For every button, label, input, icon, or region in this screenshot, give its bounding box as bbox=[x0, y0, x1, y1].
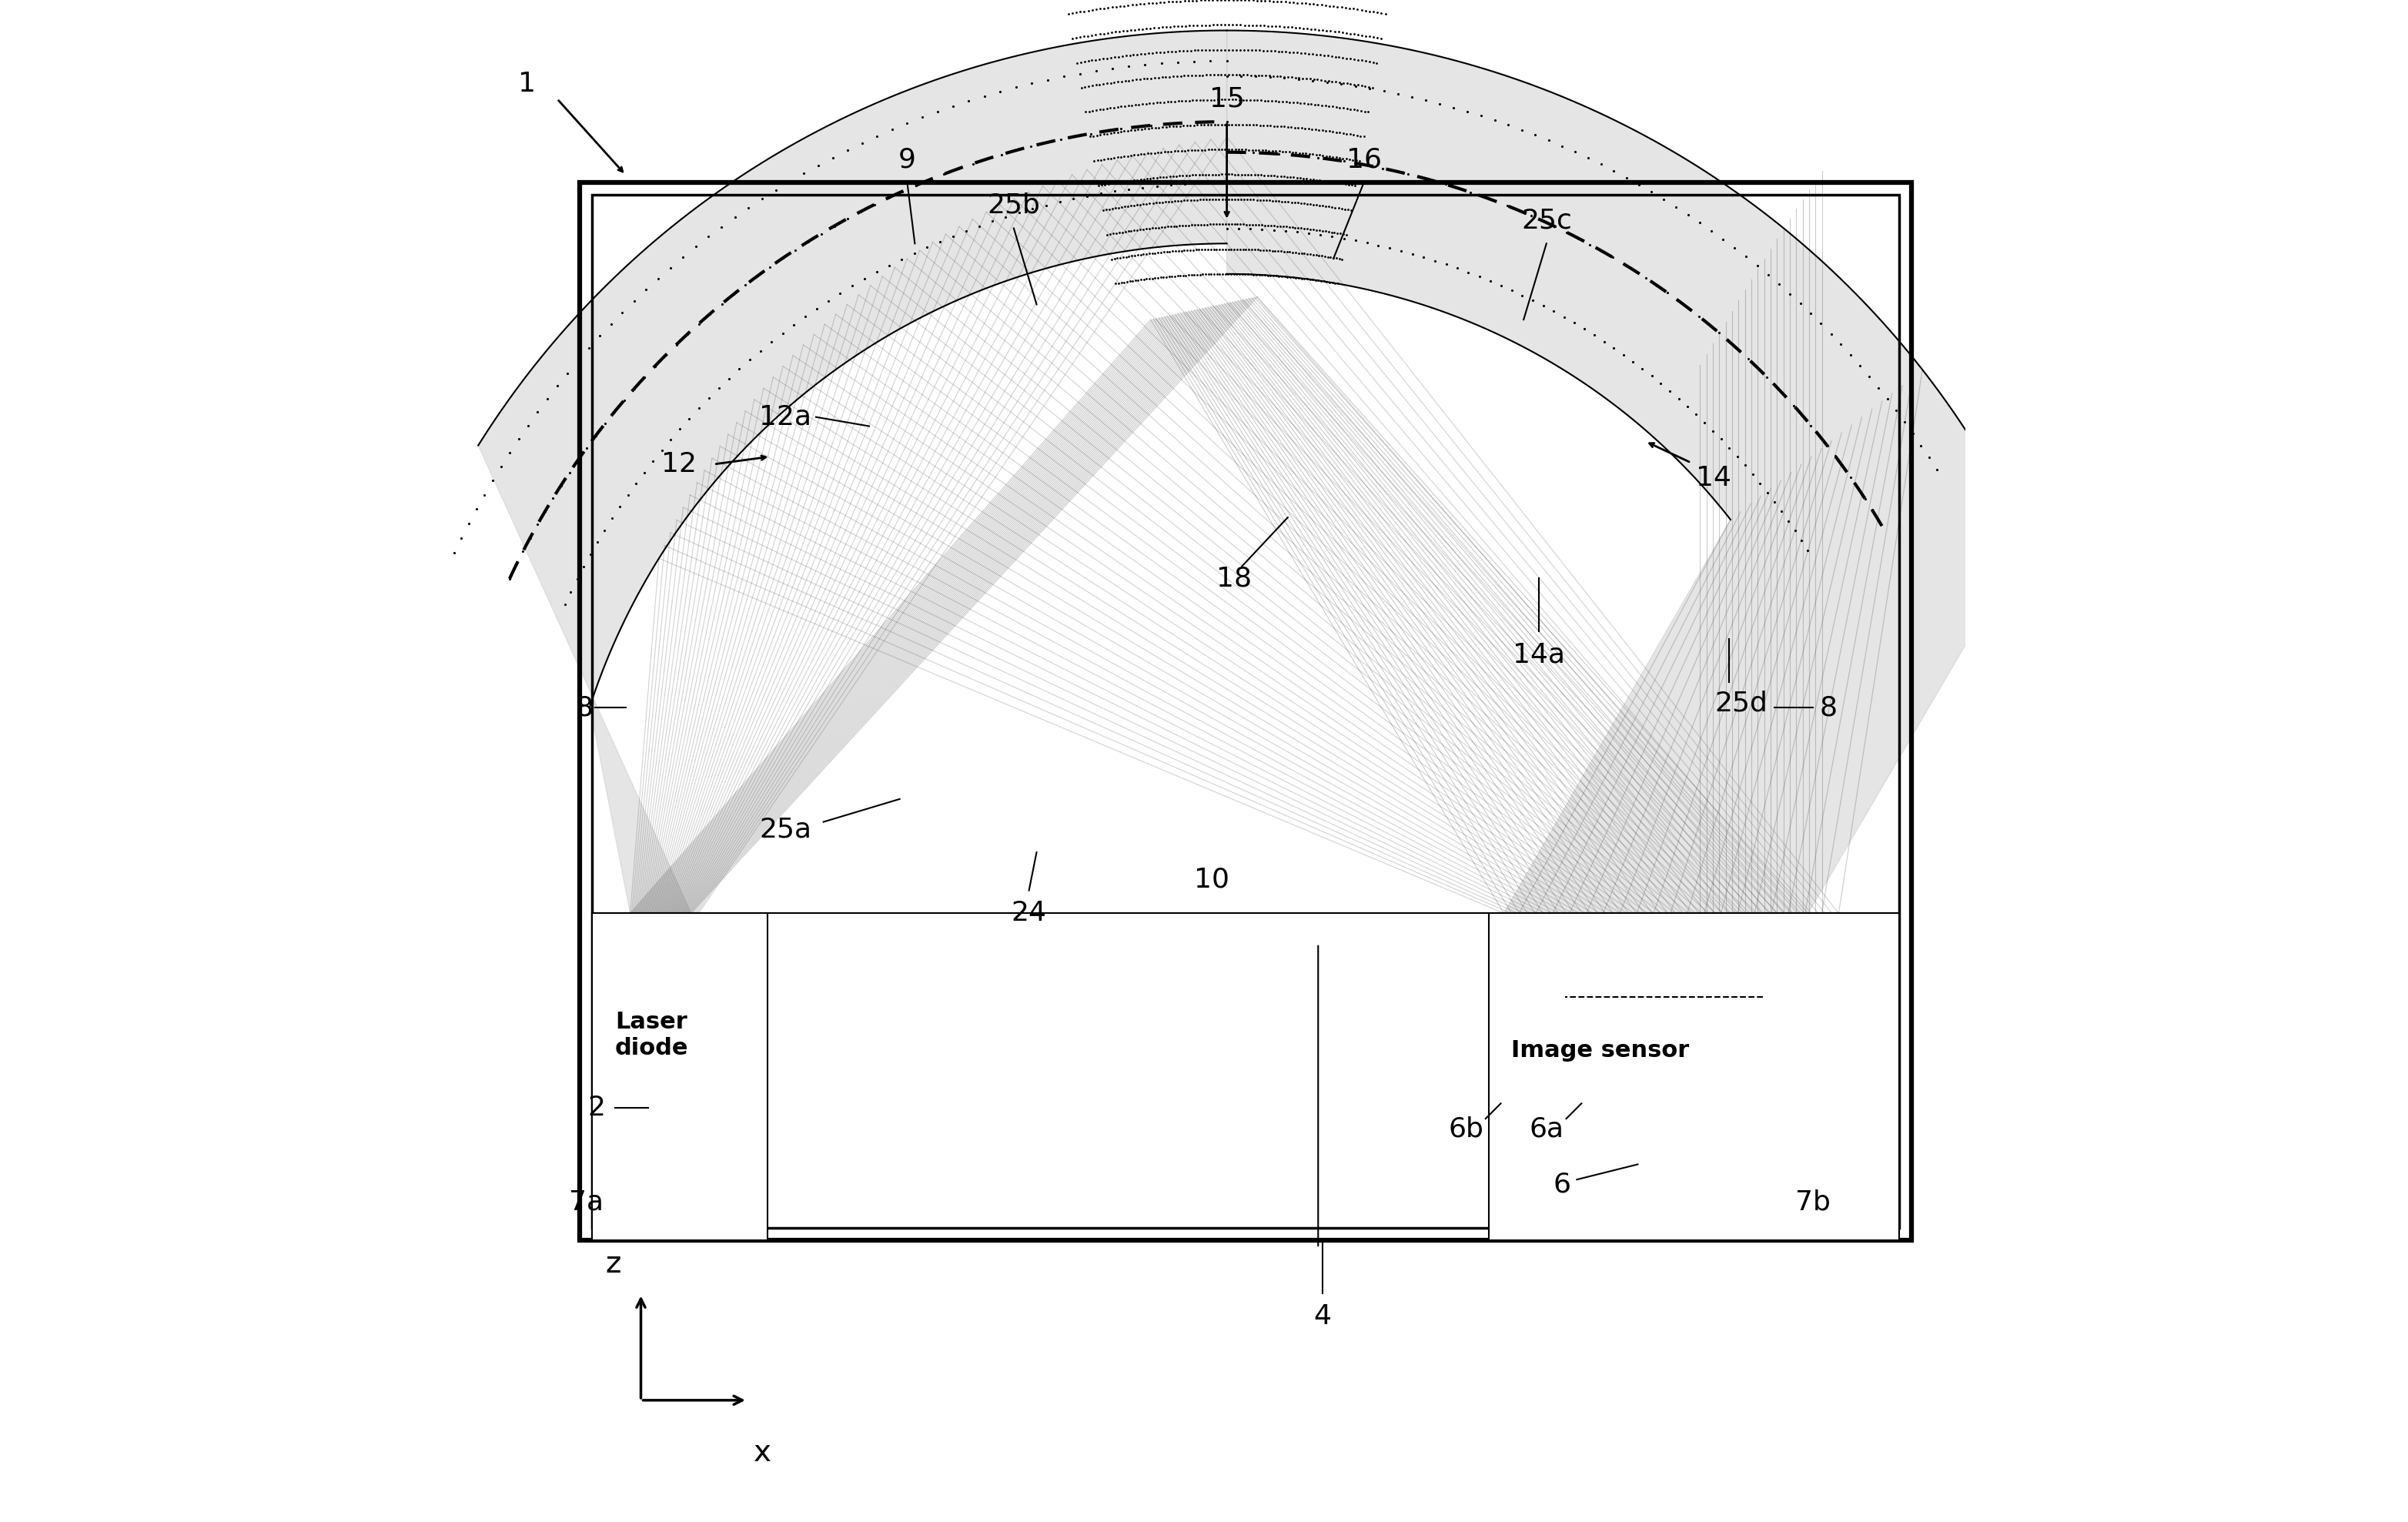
Text: Laser
diode: Laser diode bbox=[614, 1011, 689, 1059]
Text: 25a: 25a bbox=[759, 816, 811, 843]
Text: 10: 10 bbox=[1194, 866, 1230, 893]
Text: 25d: 25d bbox=[1714, 689, 1767, 717]
Text: 8: 8 bbox=[576, 694, 592, 721]
Text: 14a: 14a bbox=[1512, 641, 1565, 668]
Text: 9: 9 bbox=[898, 146, 915, 174]
Text: 6b: 6b bbox=[1447, 1116, 1483, 1143]
Text: z: z bbox=[607, 1250, 621, 1278]
Text: x: x bbox=[754, 1438, 771, 1467]
Text: 15: 15 bbox=[1209, 85, 1245, 113]
Text: 6a: 6a bbox=[1529, 1116, 1563, 1143]
Bar bbox=[580, 183, 1912, 1240]
Text: 14: 14 bbox=[1695, 464, 1731, 492]
Text: 12a: 12a bbox=[759, 403, 811, 431]
Text: 8: 8 bbox=[1818, 694, 1837, 721]
Polygon shape bbox=[1226, 30, 2028, 913]
Bar bbox=[592, 195, 1900, 1228]
Text: 7a: 7a bbox=[568, 1189, 604, 1216]
Text: 24: 24 bbox=[1011, 900, 1047, 927]
Text: 25b: 25b bbox=[987, 192, 1040, 219]
Text: 4: 4 bbox=[1315, 1303, 1332, 1330]
Text: 25c: 25c bbox=[1522, 207, 1572, 234]
Bar bbox=[1488, 913, 1900, 1240]
Text: 1: 1 bbox=[518, 70, 535, 97]
Text: 2: 2 bbox=[588, 1094, 604, 1122]
Text: Image sensor: Image sensor bbox=[1512, 1040, 1690, 1061]
Text: 6: 6 bbox=[1553, 1170, 1570, 1198]
Text: 18: 18 bbox=[1216, 565, 1252, 592]
Polygon shape bbox=[479, 30, 1226, 913]
Text: 16: 16 bbox=[1346, 146, 1382, 174]
Text: 7b: 7b bbox=[1794, 1189, 1830, 1216]
Bar bbox=[592, 913, 768, 1240]
Text: 12: 12 bbox=[662, 451, 696, 478]
